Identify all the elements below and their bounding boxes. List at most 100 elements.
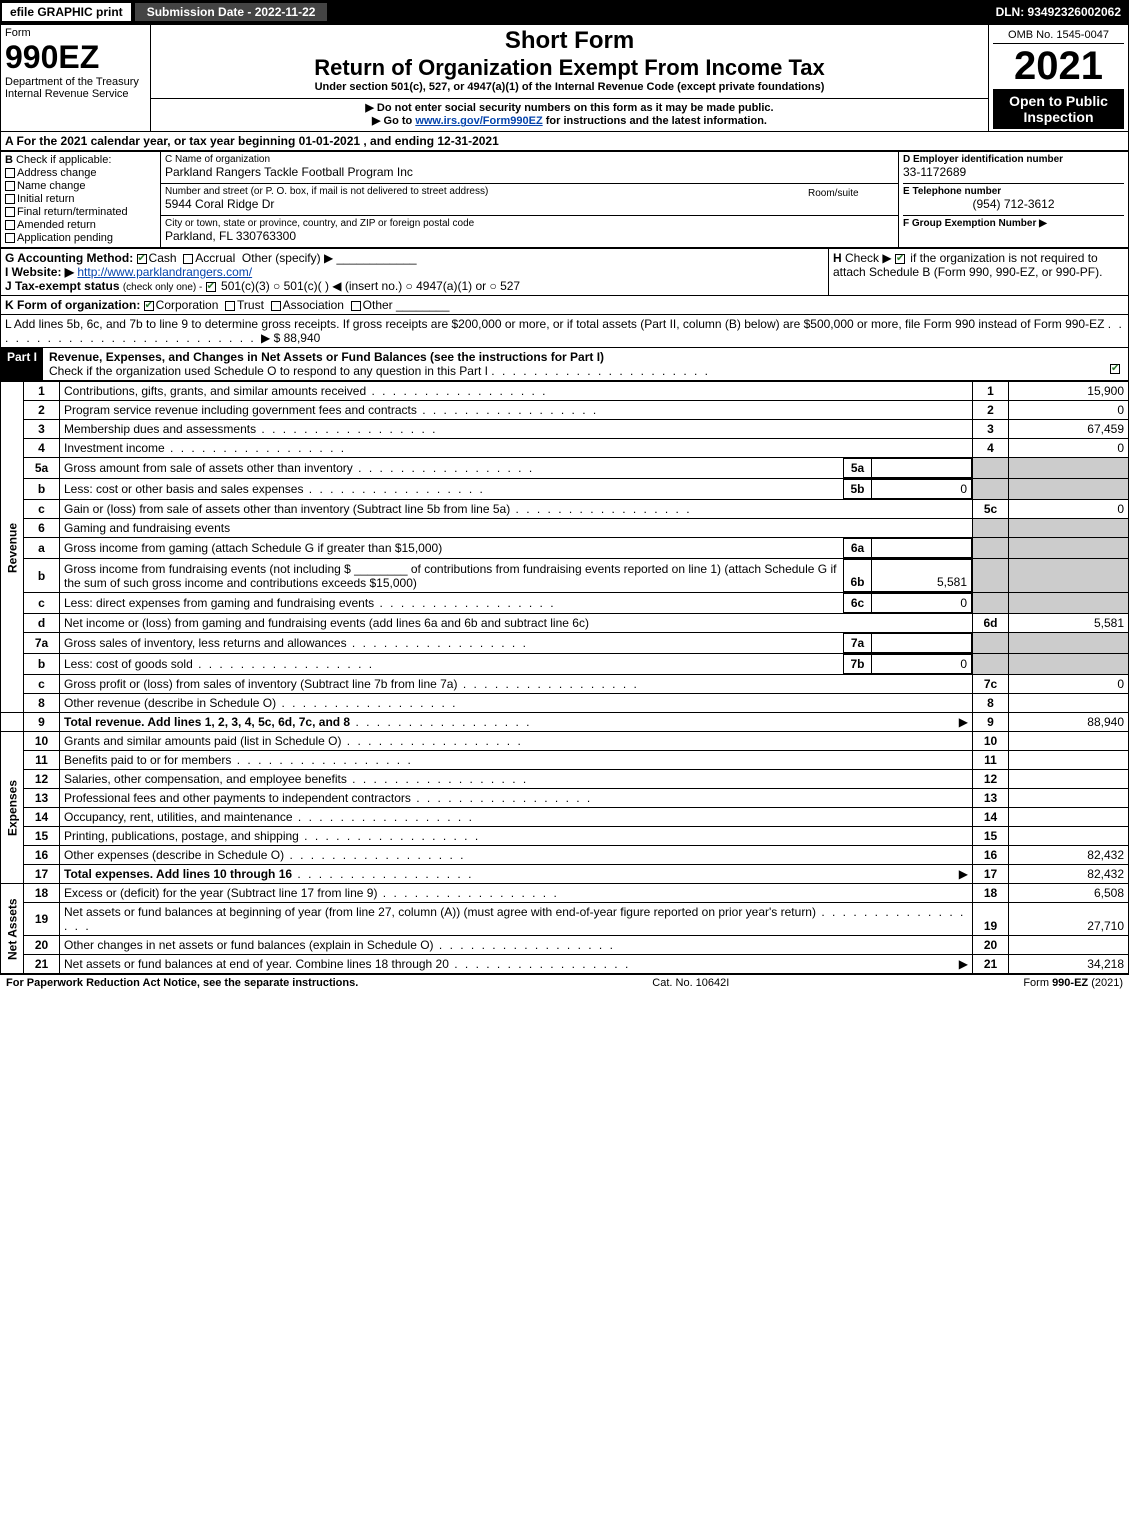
efile-print[interactable]: efile GRAPHIC print bbox=[0, 1, 133, 23]
chk-address-change[interactable] bbox=[5, 168, 15, 178]
chk-assoc[interactable] bbox=[271, 301, 281, 311]
line-7c-box: 7c bbox=[973, 675, 1009, 694]
line-1-box: 1 bbox=[973, 382, 1009, 401]
line-17-amt: 82,432 bbox=[1009, 865, 1129, 884]
chk-amended[interactable] bbox=[5, 220, 15, 230]
line-1-amt: 15,900 bbox=[1009, 382, 1129, 401]
chk-cash[interactable] bbox=[137, 254, 147, 264]
line-14-num: 14 bbox=[24, 808, 60, 827]
line-17-text: Total expenses. Add lines 10 through 16 bbox=[64, 867, 292, 881]
opt-name: Name change bbox=[17, 180, 86, 192]
line-7c-num: c bbox=[24, 675, 60, 694]
line-17-arrow: ▶ bbox=[959, 867, 968, 881]
g-label: G Accounting Method: bbox=[5, 251, 133, 265]
line-13-text: Professional fees and other payments to … bbox=[64, 791, 411, 805]
part1-heading: Revenue, Expenses, and Changes in Net As… bbox=[49, 350, 604, 364]
line-5a-subval bbox=[872, 459, 972, 478]
line-18-amt: 6,508 bbox=[1009, 884, 1129, 903]
k-trust: Trust bbox=[237, 298, 264, 312]
line-6-amt bbox=[1009, 519, 1129, 538]
line-7b-box bbox=[973, 654, 1009, 675]
line-2-num: 2 bbox=[24, 401, 60, 420]
line-3-text: Membership dues and assessments bbox=[64, 422, 256, 436]
line-18-text: Excess or (deficit) for the year (Subtra… bbox=[64, 886, 377, 900]
room-label: Room/suite bbox=[804, 186, 894, 211]
line-14-box: 14 bbox=[973, 808, 1009, 827]
line-21-num: 21 bbox=[24, 955, 60, 974]
line-17-num: 17 bbox=[24, 865, 60, 884]
chk-pending[interactable] bbox=[5, 233, 15, 243]
chk-final-return[interactable] bbox=[5, 207, 15, 217]
line-5b-text: Less: cost or other basis and sales expe… bbox=[64, 482, 303, 496]
line-5b-subval: 0 bbox=[872, 480, 972, 499]
chk-accrual[interactable] bbox=[183, 254, 193, 264]
line-21-amt: 34,218 bbox=[1009, 955, 1129, 974]
line-6-box bbox=[973, 519, 1009, 538]
chk-corp[interactable] bbox=[144, 301, 154, 311]
chk-schedule-b[interactable] bbox=[895, 254, 905, 264]
line-10-num: 10 bbox=[24, 732, 60, 751]
line-1-num: 1 bbox=[24, 382, 60, 401]
line-10-box: 10 bbox=[973, 732, 1009, 751]
addr-label: Number and street (or P. O. box, if mail… bbox=[165, 186, 804, 197]
line-8-box: 8 bbox=[973, 694, 1009, 713]
line-7b-text: Less: cost of goods sold bbox=[64, 657, 193, 671]
footer-right: Form 990-EZ (2021) bbox=[1023, 977, 1123, 989]
line-14-text: Occupancy, rent, utilities, and maintena… bbox=[64, 810, 293, 824]
top-bar: efile GRAPHIC print Submission Date - 20… bbox=[0, 0, 1129, 24]
chk-name-change[interactable] bbox=[5, 181, 15, 191]
line-6b-sublbl: 6b bbox=[844, 560, 872, 592]
note-link: ▶ Go to www.irs.gov/Form990EZ for instru… bbox=[155, 114, 984, 127]
line-3-amt: 67,459 bbox=[1009, 420, 1129, 439]
chk-schedo-part1[interactable] bbox=[1110, 364, 1120, 374]
line-6-text: Gaming and fundraising events bbox=[60, 519, 973, 538]
line-11-num: 11 bbox=[24, 751, 60, 770]
line-20-amt bbox=[1009, 936, 1129, 955]
line-3-num: 3 bbox=[24, 420, 60, 439]
j-opts: 501(c)(3) ○ 501(c)( ) ◀ (insert no.) ○ 4… bbox=[221, 279, 520, 293]
line-7a-subval bbox=[872, 634, 972, 653]
line-2-amt: 0 bbox=[1009, 401, 1129, 420]
line-17-box: 17 bbox=[973, 865, 1009, 884]
irs-link[interactable]: www.irs.gov/Form990EZ bbox=[415, 115, 542, 127]
line-16-box: 16 bbox=[973, 846, 1009, 865]
line-7a-box bbox=[973, 633, 1009, 654]
line-7b-subval: 0 bbox=[872, 655, 972, 674]
line-9-arrow: ▶ bbox=[959, 715, 968, 729]
line-1-text: Contributions, gifts, grants, and simila… bbox=[64, 384, 366, 398]
line-6a-box bbox=[973, 538, 1009, 559]
line-15-box: 15 bbox=[973, 827, 1009, 846]
website-link[interactable]: http://www.parklandrangers.com/ bbox=[77, 265, 252, 279]
page-footer: For Paperwork Reduction Act Notice, see … bbox=[0, 974, 1129, 991]
line-19-box: 19 bbox=[973, 903, 1009, 936]
line-20-box: 20 bbox=[973, 936, 1009, 955]
line-20-num: 20 bbox=[24, 936, 60, 955]
line-5b-sublbl: 5b bbox=[844, 480, 872, 499]
line-2-text: Program service revenue including govern… bbox=[64, 403, 417, 417]
line-21-text: Net assets or fund balances at end of ye… bbox=[64, 957, 449, 971]
chk-initial-return[interactable] bbox=[5, 194, 15, 204]
h-text1: Check ▶ bbox=[845, 251, 892, 265]
phone-value: (954) 712-3612 bbox=[903, 197, 1124, 211]
line-6b-subval: 5,581 bbox=[872, 560, 972, 592]
addr-value: 5944 Coral Ridge Dr bbox=[165, 197, 804, 211]
chk-trust[interactable] bbox=[225, 301, 235, 311]
g-cash: Cash bbox=[149, 251, 177, 265]
line-5a-num: 5a bbox=[24, 458, 60, 479]
line-8-num: 8 bbox=[24, 694, 60, 713]
line-6c-text: Less: direct expenses from gaming and fu… bbox=[64, 596, 374, 610]
line-7a-text: Gross sales of inventory, less returns a… bbox=[64, 636, 347, 650]
line-14-amt bbox=[1009, 808, 1129, 827]
section-l: L Add lines 5b, 6c, and 7b to line 9 to … bbox=[0, 315, 1129, 348]
chk-other-org[interactable] bbox=[351, 301, 361, 311]
line-11-text: Benefits paid to or for members bbox=[64, 753, 231, 767]
line-6d-text: Net income or (loss) from gaming and fun… bbox=[64, 616, 589, 630]
line-6d-box: 6d bbox=[973, 614, 1009, 633]
title-short: Short Form bbox=[155, 27, 984, 55]
line-6b-text1: Gross income from fundraising events (no… bbox=[64, 562, 351, 576]
line-3-box: 3 bbox=[973, 420, 1009, 439]
chk-501c3[interactable] bbox=[206, 282, 216, 292]
line-18-num: 18 bbox=[24, 884, 60, 903]
g-other: Other (specify) ▶ bbox=[242, 251, 333, 265]
line-6a-amt bbox=[1009, 538, 1129, 559]
